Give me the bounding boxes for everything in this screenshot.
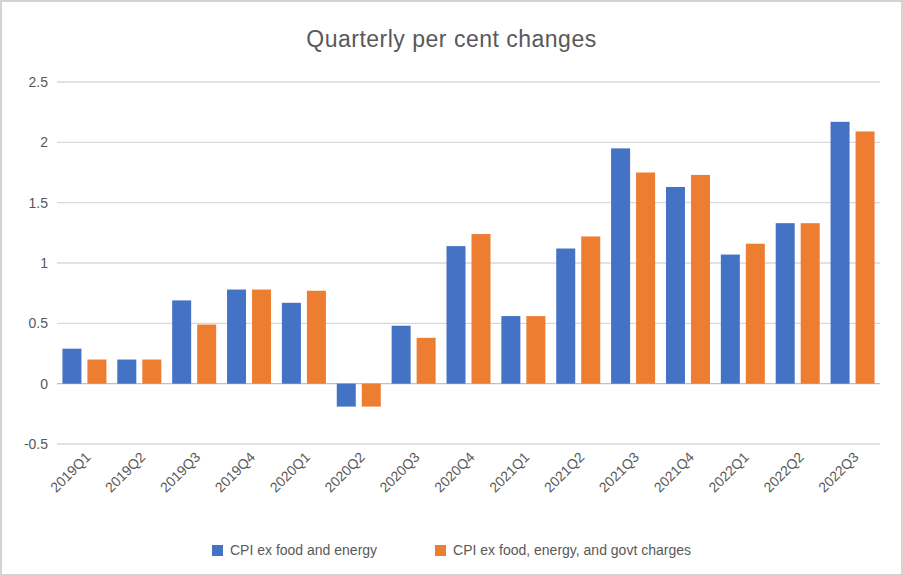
x-category-label: 2021Q2 xyxy=(541,449,588,496)
bar-series2-2022Q1 xyxy=(746,244,765,384)
bar-series1-2020Q2 xyxy=(337,384,356,407)
bar-series2-2019Q2 xyxy=(142,360,161,384)
x-category-label: 2022Q3 xyxy=(815,449,862,496)
chart-card: Quarterly per cent changes 2.521.510.50-… xyxy=(0,0,903,576)
bar-series1-2021Q2 xyxy=(556,249,575,384)
bar-series1-2019Q1 xyxy=(62,349,81,384)
x-category-label: 2019Q4 xyxy=(212,449,259,496)
bar-series2-2022Q3 xyxy=(856,131,875,383)
bar-series2-2022Q2 xyxy=(801,223,820,383)
bar-series2-2020Q2 xyxy=(362,384,381,407)
bar-series2-2019Q1 xyxy=(87,360,106,384)
legend-label: CPI ex food and energy xyxy=(230,542,377,558)
bar-series1-2021Q4 xyxy=(666,187,685,384)
bar-series2-2021Q4 xyxy=(691,175,710,384)
x-category-label: 2021Q1 xyxy=(486,449,533,496)
bar-series1-2022Q3 xyxy=(831,122,850,384)
x-category-label: 2019Q1 xyxy=(47,449,94,496)
bar-series1-2019Q2 xyxy=(117,360,136,384)
legend: CPI ex food and energy CPI ex food, ener… xyxy=(2,542,901,558)
bar-series1-2020Q3 xyxy=(392,326,411,384)
x-category-label: 2021Q4 xyxy=(651,449,698,496)
bar-series2-2021Q3 xyxy=(636,173,655,384)
legend-swatch-blue-icon xyxy=(212,545,223,556)
x-category-label: 2021Q3 xyxy=(596,449,643,496)
bar-series1-2021Q3 xyxy=(611,148,630,383)
y-tick-label: 2.5 xyxy=(29,74,49,90)
bar-series1-2019Q3 xyxy=(172,300,191,383)
x-category-label: 2020Q2 xyxy=(321,449,368,496)
y-tick-label: 0.5 xyxy=(29,315,49,331)
bar-series2-2021Q1 xyxy=(526,316,545,384)
y-tick-label: -0.5 xyxy=(24,436,48,452)
bar-series2-2020Q1 xyxy=(307,291,326,384)
x-category-label: 2019Q2 xyxy=(102,449,149,496)
bar-series1-2022Q2 xyxy=(776,223,795,383)
bar-series2-2019Q3 xyxy=(197,325,216,384)
bar-series1-2020Q4 xyxy=(447,246,466,384)
plot-area: 2.5 2 1.5 1 0.5 0 -0.52019Q12019Q22019Q32019Q4… xyxy=(2,2,903,576)
x-category-label: 2022Q1 xyxy=(705,449,752,496)
bar-series2-2020Q3 xyxy=(417,338,436,384)
legend-item-cpi-ex-food-energy-govt: CPI ex food, energy, and govt charges xyxy=(435,542,691,558)
x-category-label: 2020Q1 xyxy=(266,449,313,496)
legend-swatch-orange-icon xyxy=(435,545,446,556)
y-tick-label: 1.5 xyxy=(29,195,49,211)
x-category-label: 2020Q3 xyxy=(376,449,423,496)
legend-label: CPI ex food, energy, and govt charges xyxy=(453,542,691,558)
x-category-label: 2020Q4 xyxy=(431,449,478,496)
bar-series2-2019Q4 xyxy=(252,290,271,384)
bar-series1-2020Q1 xyxy=(282,303,301,384)
bar-series1-2021Q1 xyxy=(501,316,520,384)
bar-series1-2022Q1 xyxy=(721,255,740,384)
bar-series2-2020Q4 xyxy=(472,234,491,384)
x-category-label: 2022Q2 xyxy=(760,449,807,496)
bar-series1-2019Q4 xyxy=(227,290,246,384)
y-tick-label: 0 xyxy=(40,376,48,392)
y-tick-label: 2 xyxy=(40,134,48,150)
bar-series2-2021Q2 xyxy=(581,236,600,383)
x-category-label: 2019Q3 xyxy=(157,449,204,496)
legend-item-cpi-ex-food-energy: CPI ex food and energy xyxy=(212,542,377,558)
y-tick-label: 1 xyxy=(40,255,48,271)
